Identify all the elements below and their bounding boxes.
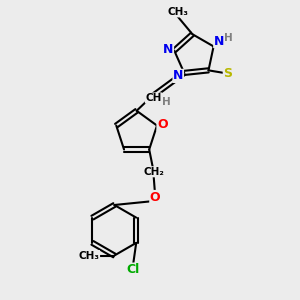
Text: N: N [173,69,183,82]
Text: H: H [224,32,233,43]
Text: O: O [150,190,160,203]
Text: CH₂: CH₂ [143,167,164,177]
Text: N: N [163,43,173,56]
Text: H: H [162,98,171,107]
Text: CH: CH [146,93,162,103]
Text: O: O [157,118,168,130]
Text: Cl: Cl [127,263,140,276]
Text: CH₃: CH₃ [79,250,100,260]
Text: CH₃: CH₃ [167,7,188,17]
Text: N: N [214,34,224,48]
Text: S: S [223,67,232,80]
